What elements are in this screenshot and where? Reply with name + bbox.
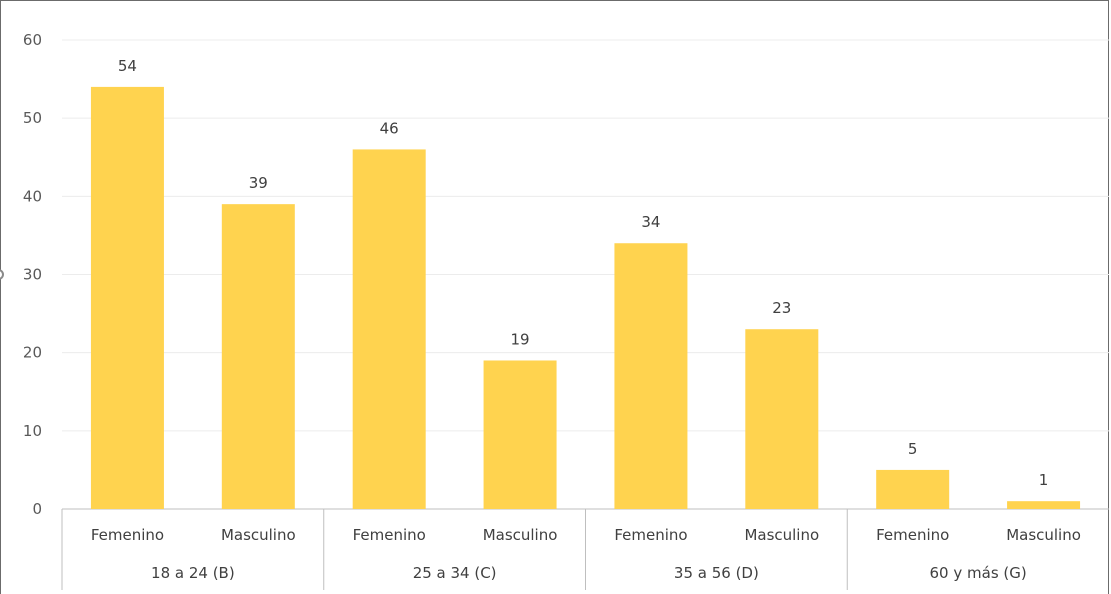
- x-group-label: 25 a 34 (C): [413, 564, 497, 582]
- data-label: 34: [641, 213, 660, 231]
- bar: [483, 360, 557, 509]
- data-label: 54: [118, 57, 137, 75]
- data-label: 23: [772, 299, 791, 317]
- y-tick-label: 20: [23, 344, 42, 362]
- x-category-label: Femenino: [353, 526, 426, 544]
- data-label: 19: [511, 330, 530, 348]
- x-category-label: Femenino: [614, 526, 687, 544]
- x-category-label: Masculino: [744, 526, 819, 544]
- x-group-label: 18 a 24 (B): [151, 564, 235, 582]
- y-tick-label: 50: [23, 109, 42, 127]
- data-label: 5: [908, 440, 918, 458]
- x-group-label: 35 a 56 (D): [674, 564, 759, 582]
- x-group-label: 60 y más (G): [930, 564, 1027, 582]
- x-category-label: Femenino: [876, 526, 949, 544]
- x-category-label: Masculino: [221, 526, 296, 544]
- y-tick-label: 0: [32, 500, 42, 518]
- x-category-label: Masculino: [1006, 526, 1081, 544]
- bar: [90, 86, 164, 510]
- bar: [352, 149, 426, 509]
- bar: [221, 204, 295, 509]
- y-tick-label: 30: [23, 266, 42, 284]
- y-tick-label: 60: [23, 31, 42, 49]
- data-label: 39: [249, 174, 268, 192]
- data-label: 1: [1039, 471, 1049, 489]
- bar: [1007, 501, 1081, 509]
- data-label: 46: [380, 119, 399, 137]
- y-tick-label: 40: [23, 187, 42, 205]
- bar: [876, 469, 950, 509]
- bar: [745, 329, 819, 509]
- y-tick-label: 10: [23, 422, 42, 440]
- bar: [614, 243, 688, 509]
- x-category-label: Masculino: [483, 526, 558, 544]
- x-category-label: Femenino: [91, 526, 164, 544]
